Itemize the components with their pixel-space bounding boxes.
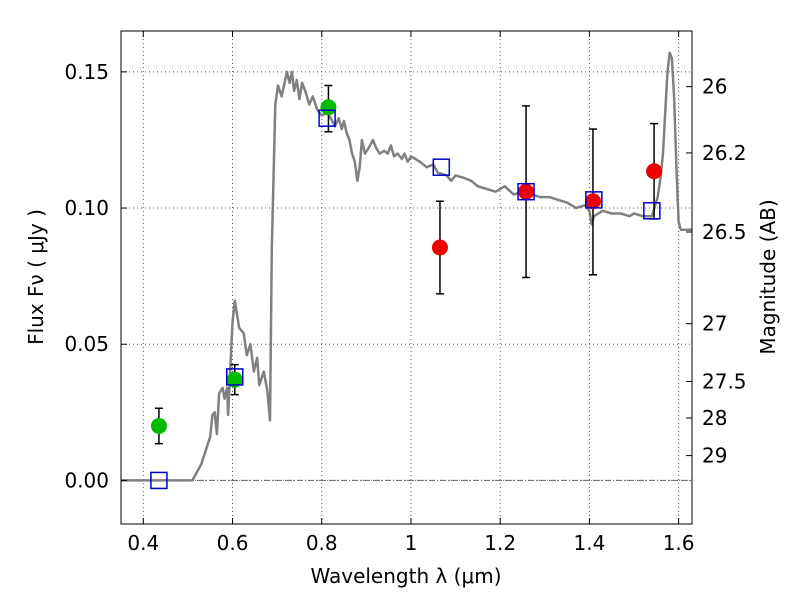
x-tick-labels: 0.4 0.6 0.8 1 1.2 1.4 1.6 bbox=[127, 531, 694, 555]
x-tick-label: 0.8 bbox=[306, 531, 338, 555]
right-tick-label: 26.5 bbox=[702, 220, 747, 244]
x-tick-label: 0.4 bbox=[127, 531, 159, 555]
x-tick-label: 1.6 bbox=[663, 531, 695, 555]
plot-frame bbox=[120, 30, 693, 525]
right-tick-label: 27 bbox=[702, 312, 727, 336]
y-axis-label-left: Flux Fν ( μJy ) bbox=[24, 209, 48, 345]
model-square bbox=[318, 109, 336, 127]
model-square bbox=[517, 182, 535, 201]
spectrum-line bbox=[121, 51, 692, 482]
red-data-point bbox=[584, 193, 601, 210]
green-data-point bbox=[320, 99, 337, 116]
model-squares bbox=[150, 109, 661, 490]
x-tick-label: 1.2 bbox=[484, 531, 516, 555]
x-tick-label: 1.4 bbox=[573, 531, 605, 555]
right-tick-label: 29 bbox=[702, 444, 727, 468]
red-data-point bbox=[646, 163, 663, 180]
model-square bbox=[432, 158, 451, 176]
observed-points bbox=[150, 99, 663, 434]
right-tick-labels: 26 26.2 26.5 27 27.5 28 29 bbox=[702, 75, 747, 468]
right-tick-label: 26 bbox=[702, 75, 727, 99]
model-square bbox=[150, 471, 168, 490]
green-data-point bbox=[226, 371, 243, 388]
y-tick-label: 0.15 bbox=[64, 60, 109, 84]
y-tick-label: 0.10 bbox=[64, 196, 109, 220]
y-tick-label: 0.05 bbox=[64, 332, 109, 356]
right-tick-label: 27.5 bbox=[702, 370, 747, 394]
axis-ticks bbox=[121, 31, 692, 524]
green-data-point bbox=[150, 417, 167, 434]
x-tick-label: 0.6 bbox=[217, 531, 249, 555]
y-axis-label-right: Magnitude (AB) bbox=[756, 199, 780, 354]
x-tick-label: 1 bbox=[405, 531, 418, 555]
y-tick-labels: 0.00 0.05 0.10 0.15 bbox=[64, 60, 109, 493]
red-data-point bbox=[518, 183, 535, 200]
x-axis-label: Wavelength λ (μm) bbox=[310, 564, 501, 588]
model-square bbox=[226, 368, 244, 386]
y-tick-label: 0.00 bbox=[64, 468, 109, 492]
right-tick-label: 26.2 bbox=[702, 141, 747, 165]
red-data-point bbox=[431, 239, 448, 256]
model-square bbox=[643, 202, 661, 220]
model-square bbox=[585, 191, 603, 209]
right-tick-label: 28 bbox=[702, 406, 727, 430]
